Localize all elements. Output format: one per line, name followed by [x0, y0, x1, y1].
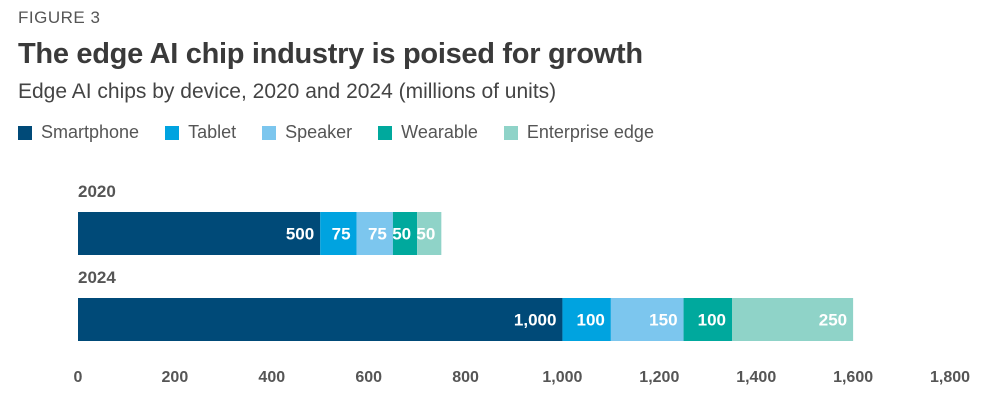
legend-swatch-wearable — [378, 125, 393, 140]
chart-title: The edge AI chip industry is poised for … — [18, 38, 643, 70]
bar-smartphone-2024 — [78, 298, 563, 341]
legend-label-speaker: Speaker — [285, 122, 353, 142]
data-label-speaker-2024: 150 — [649, 311, 677, 330]
legend-label-smartphone: Smartphone — [41, 122, 140, 142]
bar-wearable-2020 — [392, 212, 418, 255]
bar-enterprise-edge-2020 — [417, 212, 442, 255]
bar-smartphone-2020 — [78, 212, 321, 255]
legend-swatch-enterprise-edge — [503, 125, 518, 140]
category-label-2024: 2024 — [78, 268, 116, 287]
legend-swatch-smartphone — [18, 125, 32, 140]
x-tick-label-1600: 1,600 — [833, 369, 873, 386]
legend-label-tablet: Tablet — [188, 122, 237, 142]
x-tick-label-600: 600 — [355, 369, 382, 386]
x-tick-label-1400: 1,400 — [736, 369, 776, 386]
bar-speaker-2020 — [356, 212, 393, 255]
legend: Smartphone Tablet Speaker Wearable Enter… — [18, 122, 680, 143]
legend-swatch-speaker — [262, 125, 277, 140]
data-label-enterprise-edge-2020: 50 — [416, 225, 435, 244]
x-tick-label-200: 200 — [162, 369, 189, 386]
legend-item-tablet: Tablet — [165, 122, 236, 143]
data-label-tablet-2024: 100 — [577, 311, 605, 330]
chart-subtitle: Edge AI chips by device, 2020 and 2024 (… — [18, 80, 557, 103]
legend-item-speaker: Speaker — [262, 122, 352, 143]
legend-item-wearable: Wearable — [378, 122, 478, 143]
category-label-2020: 2020 — [78, 182, 116, 201]
data-label-smartphone-2024: 1,000 — [514, 311, 557, 330]
x-tick-label-800: 800 — [452, 369, 479, 386]
x-tick-label-1000: 1,000 — [542, 369, 582, 386]
bar-enterprise-edge-2024 — [732, 298, 854, 341]
data-label-wearable-2024: 100 — [698, 311, 726, 330]
x-tick-label-0: 0 — [74, 369, 83, 386]
data-label-enterprise-edge-2024: 250 — [819, 311, 847, 330]
x-tick-label-1800: 1,800 — [930, 369, 970, 386]
figure-label: FIGURE 3 — [18, 8, 101, 27]
data-label-speaker-2020: 75 — [368, 225, 387, 244]
x-tick-label-1200: 1,200 — [639, 369, 679, 386]
bar-tablet-2024 — [562, 298, 611, 341]
legend-item-smartphone: Smartphone — [18, 122, 139, 143]
data-label-tablet-2020: 75 — [332, 225, 351, 244]
bar-speaker-2024 — [610, 298, 684, 341]
x-tick-label-400: 400 — [258, 369, 285, 386]
legend-label-enterprise-edge: Enterprise edge — [526, 122, 654, 142]
bar-tablet-2020 — [320, 212, 357, 255]
bar-wearable-2024 — [683, 298, 732, 341]
legend-item-enterprise-edge: Enterprise edge — [503, 122, 654, 143]
legend-swatch-tablet — [165, 125, 180, 140]
data-label-wearable-2020: 50 — [392, 225, 411, 244]
legend-label-wearable: Wearable — [401, 122, 478, 142]
data-label-smartphone-2020: 500 — [286, 225, 314, 244]
